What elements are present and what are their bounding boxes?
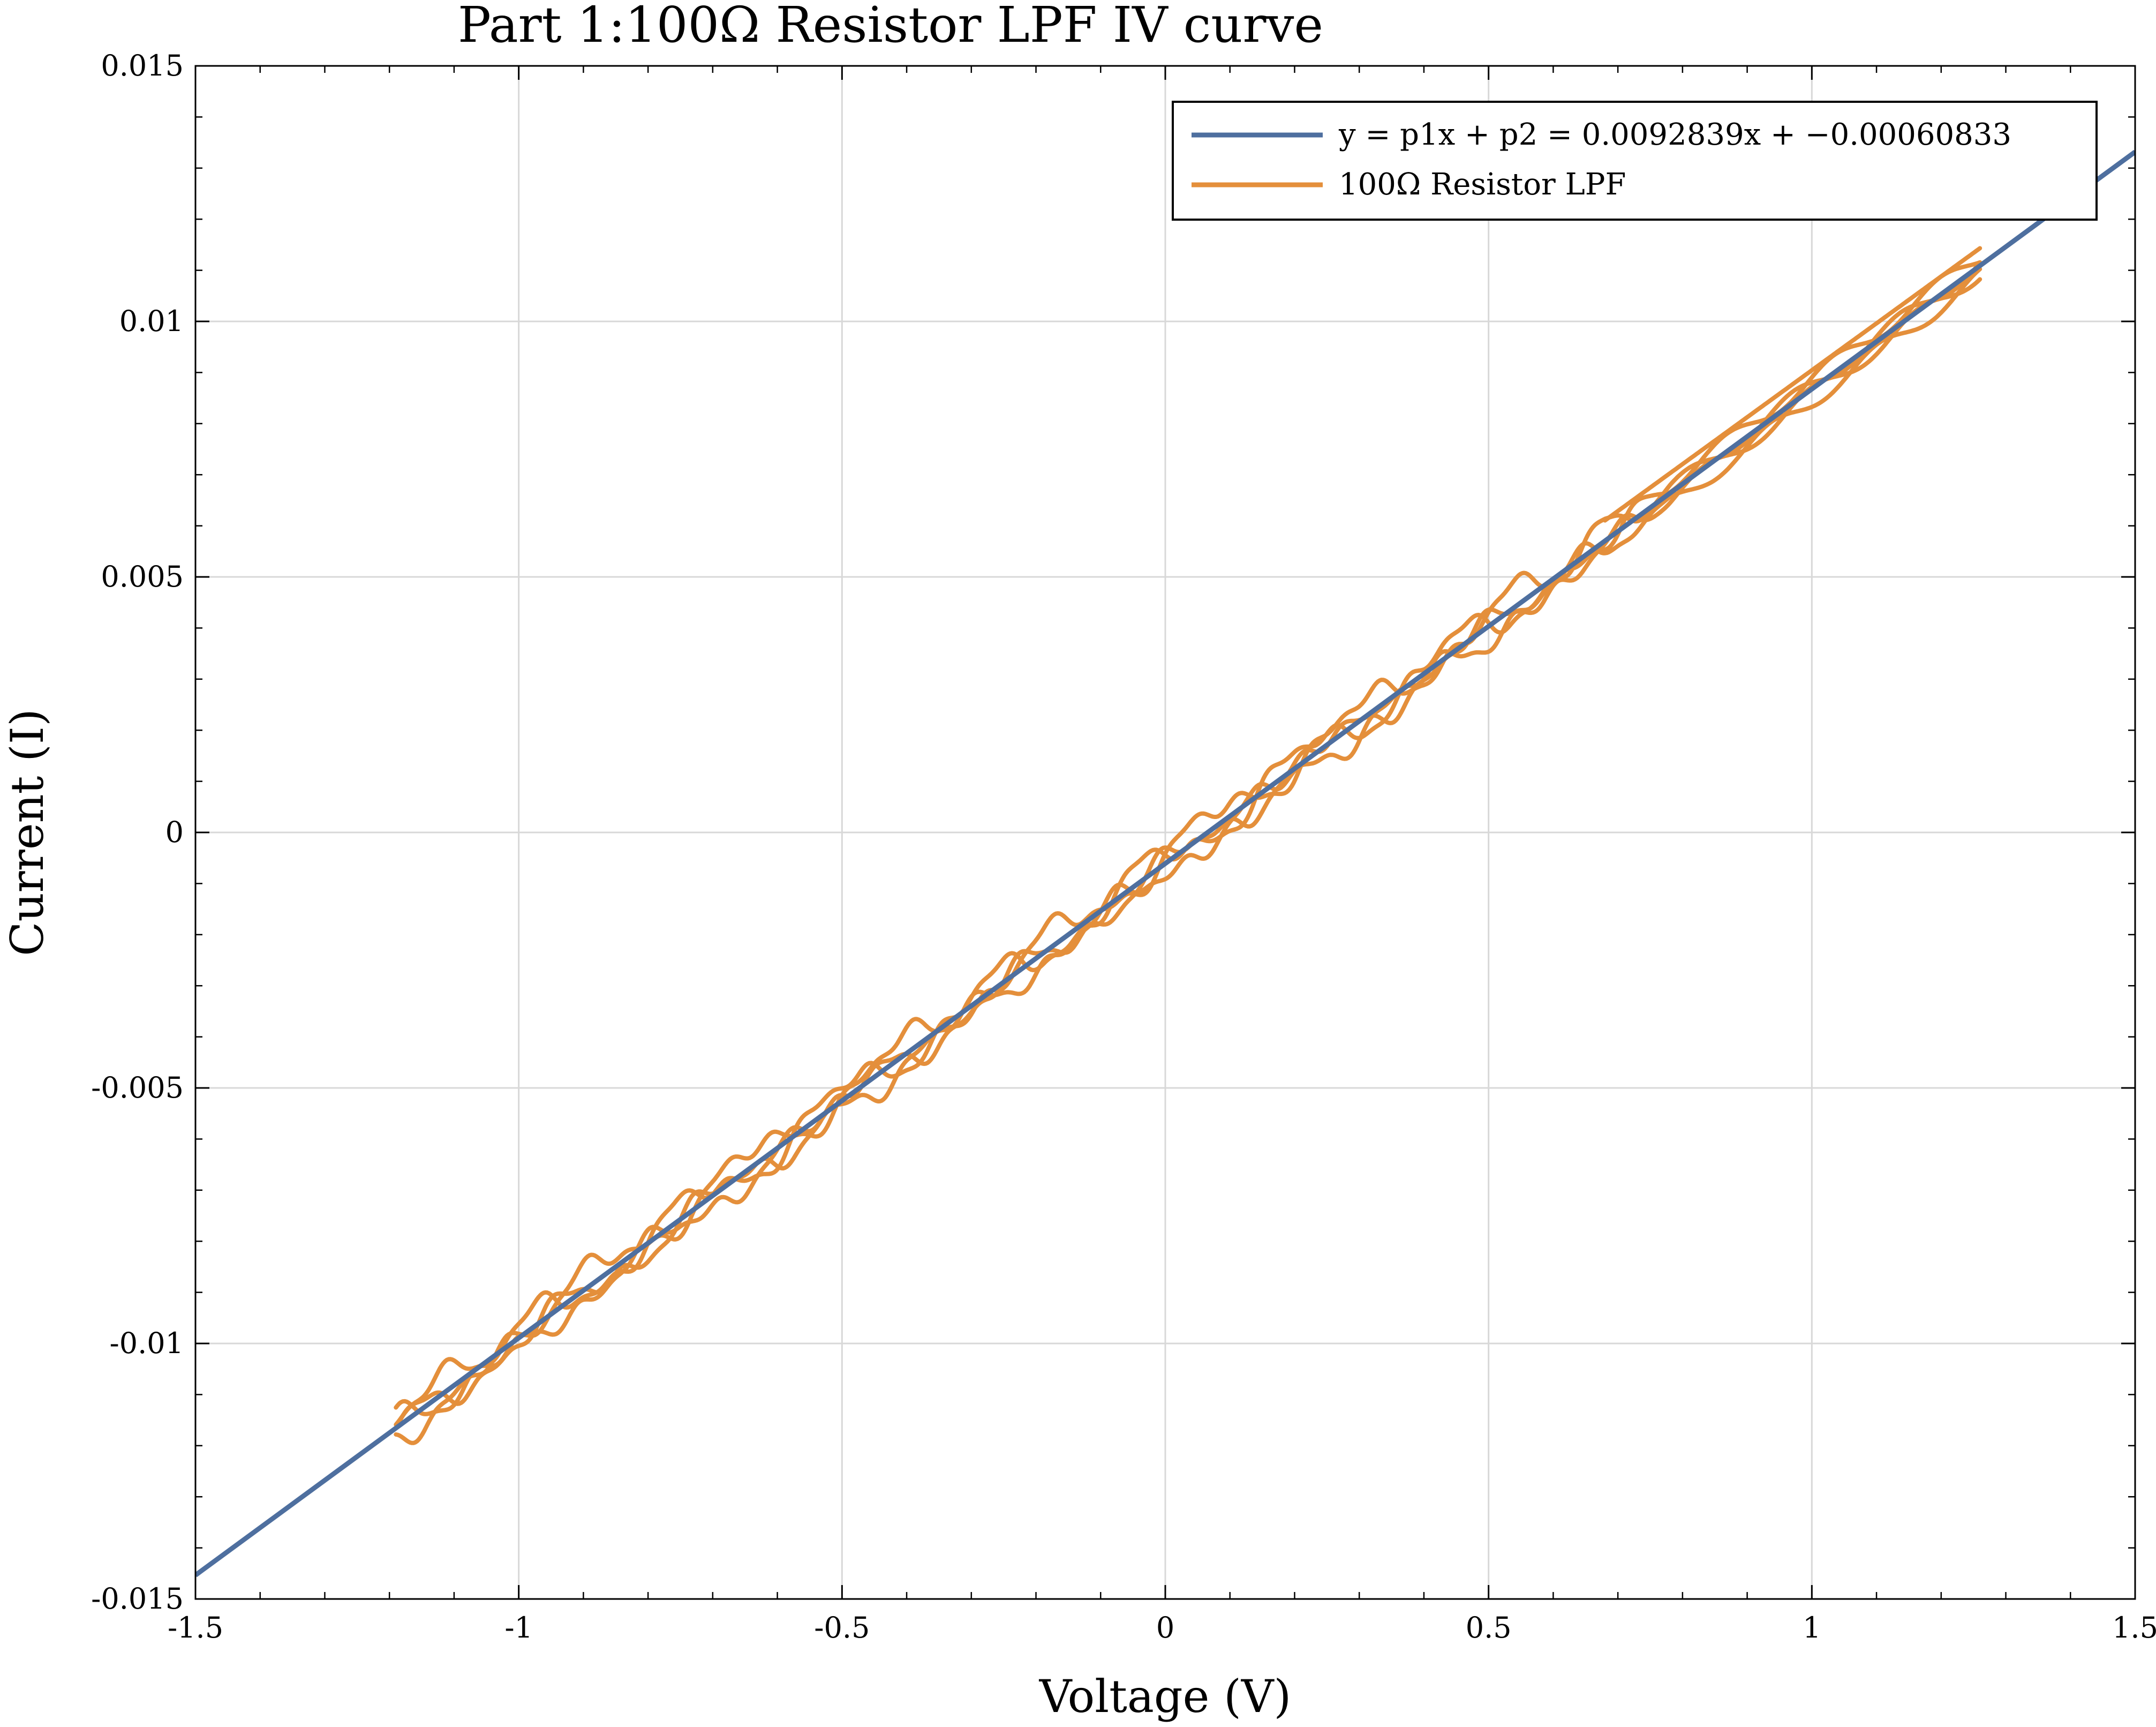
- x-tick-label: 0.5: [1466, 1611, 1512, 1645]
- x-tick-label: 0: [1156, 1611, 1174, 1645]
- data-trace-100-ohm-lpf-return: [1603, 246, 1982, 523]
- y-tick-label: -0.015: [91, 1582, 184, 1616]
- y-tick-label: -0.01: [110, 1326, 184, 1360]
- x-tick-label: -1: [504, 1611, 533, 1645]
- y-axis-title: Current (I): [1, 709, 54, 956]
- legend-label-data: 100Ω Resistor LPF: [1339, 167, 1626, 202]
- x-tick-label: 1: [1803, 1611, 1821, 1645]
- y-tick-label: 0: [165, 815, 184, 849]
- x-axis-title: Voltage (V): [1039, 1670, 1292, 1723]
- x-tick-label: -0.5: [814, 1611, 870, 1645]
- data-trace-100-ohm-lpf: [394, 267, 1982, 1445]
- x-tick-label: -1.5: [168, 1611, 223, 1645]
- y-tick-label: 0.005: [101, 560, 184, 594]
- legend: y = p1x + p2 = 0.0092839x + −0.00060833 …: [1172, 101, 2098, 221]
- y-tick-label: 0.01: [119, 304, 184, 338]
- chart-title: Part 1:100Ω Resistor LPF IV curve: [458, 0, 1323, 54]
- fit-line: [195, 149, 2135, 1578]
- legend-box: [1172, 101, 2098, 221]
- x-tick-label: 1.5: [2112, 1611, 2156, 1645]
- axis-ticks: -1.5 -1 -0.5 0 0.5 1 1.5 -0.015 -0.01 -0.005 0 0.00…: [91, 49, 2156, 1645]
- grid-lines: [195, 66, 2135, 1599]
- y-tick-label: -0.005: [91, 1071, 184, 1105]
- y-tick-label: 0.015: [101, 49, 184, 82]
- legend-label-fit: y = p1x + p2 = 0.0092839x + −0.00060833: [1338, 117, 2011, 152]
